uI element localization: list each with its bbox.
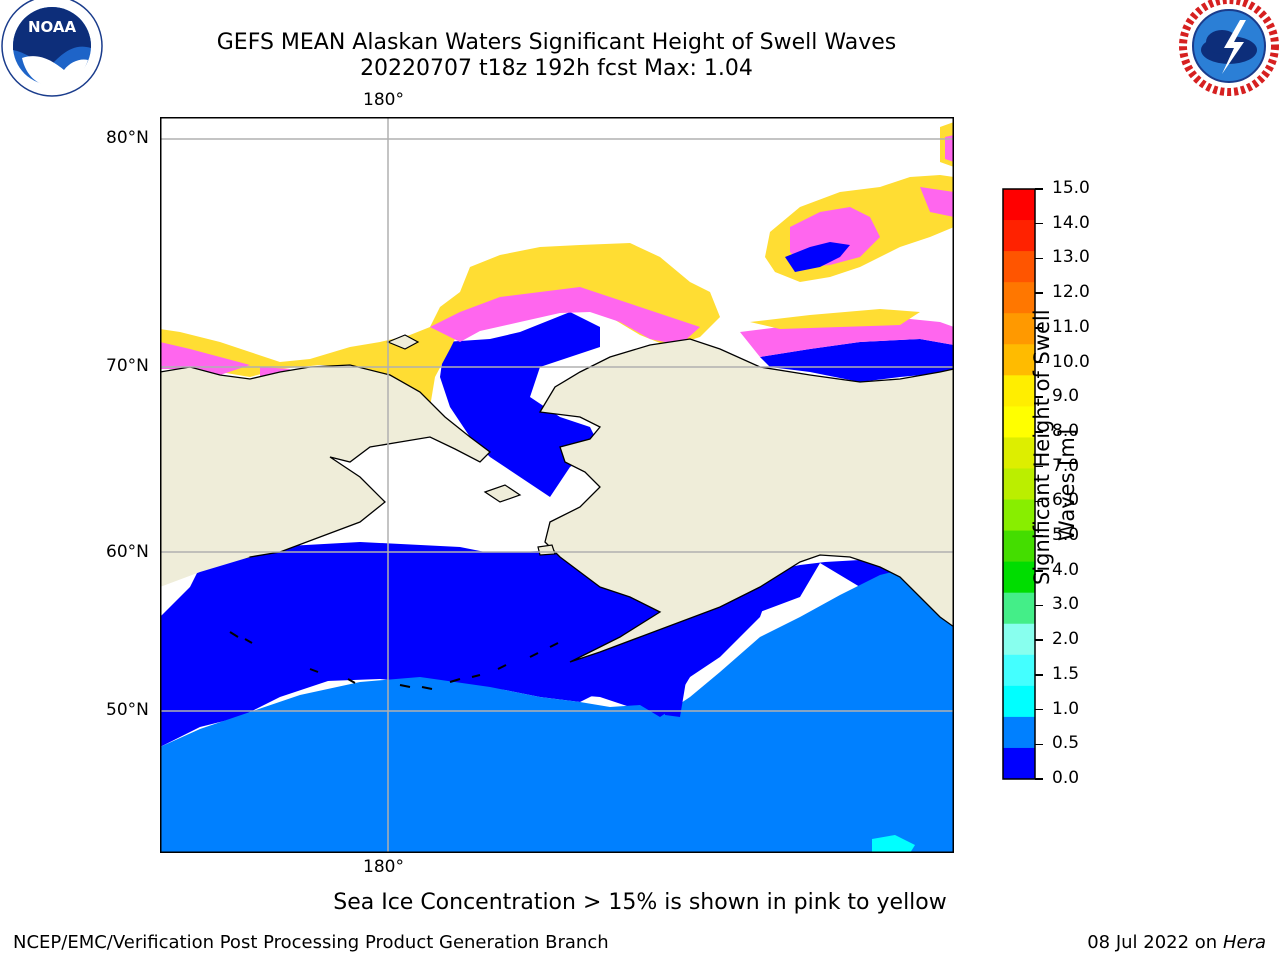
- sea-ice-note: Sea Ice Concentration > 15% is shown in …: [0, 890, 1280, 915]
- colorbar-tick-label: 3.0: [1052, 594, 1080, 615]
- lon-label-top: 180°: [363, 90, 404, 110]
- ne-ice-blue: [785, 242, 850, 272]
- colorbar-band: [1003, 685, 1035, 718]
- colorbar-tick-label: 15.0: [1052, 178, 1090, 198]
- colorbar-tick-mark: [1035, 292, 1043, 294]
- colorbar-tick-mark: [1035, 465, 1043, 468]
- colorbar-tick-mark: [1035, 708, 1043, 711]
- colorbar-tick-mark: [1035, 257, 1043, 260]
- aleutian-islands: [229, 631, 559, 690]
- st-lawrence-island: [483, 484, 522, 503]
- noaa-logo-text: NOAA: [28, 18, 77, 36]
- colorbar-tick-label: 6.0: [1052, 490, 1080, 511]
- noaa-logo-icon: NOAA: [1, 0, 103, 97]
- colorbar-band: [1003, 716, 1035, 749]
- lon-label-bottom: 180°: [363, 857, 404, 877]
- colorbar-tick-mark: [1035, 500, 1043, 503]
- colorbar-tick-label: 1.5: [1052, 663, 1080, 684]
- colorbar-tick-label: 11.0: [1052, 316, 1090, 337]
- colorbar-tick-label: 10.0: [1052, 351, 1090, 372]
- footer-machine: Hera: [1222, 932, 1266, 953]
- colorbar-band: [1003, 592, 1035, 625]
- colorbar-band: [1003, 437, 1035, 469]
- colorbar-band: [1003, 251, 1035, 283]
- colorbar-frame: [1002, 188, 1036, 780]
- colorbar-tick-mark: [1035, 535, 1043, 537]
- ocean-cyan-patch: [872, 835, 915, 853]
- colorbar-tick-label: 12.0: [1052, 282, 1090, 303]
- map-frame: [160, 117, 954, 853]
- colorbar-band: [1003, 561, 1035, 594]
- nunivak-island: [537, 544, 556, 556]
- colorbar-tick-label: 4.0: [1052, 559, 1080, 580]
- greenland-corner-land: [160, 547, 250, 587]
- colorbar-tick-label: 0.0: [1052, 768, 1080, 788]
- graticule: [160, 117, 954, 853]
- ocean-mid-swell: [160, 562, 954, 853]
- colorbar-tick-mark: [1035, 743, 1043, 746]
- footer-date: 08 Jul 2022 on Hera: [1087, 932, 1266, 953]
- colorbar-tick-mark: [1035, 778, 1043, 780]
- footer-branch: NCEP/EMC/Verification Post Processing Pr…: [13, 932, 609, 953]
- ne-ice-pink: [790, 135, 954, 267]
- colorbar-tick-label: 1.0: [1052, 698, 1080, 719]
- colorbar-tick-label: 8.0: [1052, 420, 1080, 441]
- colorbar-band: [1003, 406, 1035, 438]
- footer-date-text: 08 Jul 2022 on: [1087, 932, 1223, 953]
- colorbar-tick-label: 2.0: [1052, 629, 1080, 650]
- colorbar-band: [1003, 344, 1035, 376]
- sea-ice-note-text: Sea Ice Concentration > 15% is shown in …: [333, 890, 947, 915]
- colorbar-band: [1003, 282, 1035, 314]
- colorbar-label-line1: Significant Height of Swell: [1030, 309, 1054, 585]
- ocean-patch-2: [660, 657, 690, 717]
- lat-label-70: 70°N: [106, 356, 149, 376]
- colorbar-tick-mark: [1035, 604, 1043, 607]
- colorbar-band: [1003, 220, 1035, 252]
- colorbar-band: [1003, 747, 1035, 780]
- lat-label-80: 80°N: [106, 128, 149, 148]
- wrangel-island: [386, 334, 420, 350]
- colorbar-tick-mark: [1035, 361, 1043, 364]
- colorbar-band: [1003, 623, 1035, 656]
- colorbar-band: [1003, 654, 1035, 687]
- colorbar-band: [1003, 530, 1035, 563]
- map-panel[interactable]: [160, 117, 954, 853]
- colorbar-tick-mark: [1035, 222, 1043, 225]
- colorbar-tick-mark: [1035, 570, 1043, 572]
- colorbar-tick-mark: [1035, 327, 1043, 329]
- chukchi-sea-blue: [440, 312, 600, 497]
- colorbar-label-line2: Waves [m]: [1055, 428, 1079, 542]
- colorbar: [1002, 188, 1036, 780]
- alaska-land: [538, 338, 954, 663]
- ocean-patch-1: [600, 652, 680, 692]
- colorbar-tick-label: 5.0: [1052, 525, 1080, 546]
- colorbar-tick-label: 9.0: [1052, 386, 1080, 407]
- colorbar-tick-mark: [1035, 639, 1043, 641]
- colorbar-tick-label: 7.0: [1052, 455, 1080, 476]
- siberia-land: [160, 364, 491, 578]
- colorbar-band: [1003, 468, 1035, 501]
- chart-subtitle: 20220707 t18z 192h fcst Max: 1.04: [360, 56, 753, 81]
- colorbar-band: [1003, 375, 1035, 407]
- colorbar-tick-label: 14.0: [1052, 212, 1090, 233]
- colorbar-band: [1003, 189, 1035, 221]
- colorbar-tick-mark: [1035, 188, 1043, 190]
- colorbar-band: [1003, 499, 1035, 532]
- lat-label-50: 50°N: [106, 700, 149, 720]
- beaufort-sea-blue: [760, 339, 954, 382]
- arctic-ice-pink: [160, 287, 700, 387]
- colorbar-tick-label: 13.0: [1052, 247, 1090, 268]
- colorbar-tick-mark: [1035, 431, 1043, 433]
- lat-label-60: 60°N: [106, 542, 149, 562]
- nws-logo-icon: [1179, 0, 1279, 96]
- colorbar-tick-mark: [1035, 396, 1043, 398]
- colorbar-band: [1003, 313, 1035, 345]
- beaufort-ice-yellow: [750, 309, 920, 329]
- colorbar-tick-label: 0.5: [1052, 733, 1080, 754]
- chart-title: GEFS MEAN Alaskan Waters Significant Hei…: [216, 30, 897, 55]
- colorbar-label: Significant Height of Swell Waves [m]: [1030, 309, 1110, 585]
- colorbar-tick-mark: [1035, 674, 1043, 676]
